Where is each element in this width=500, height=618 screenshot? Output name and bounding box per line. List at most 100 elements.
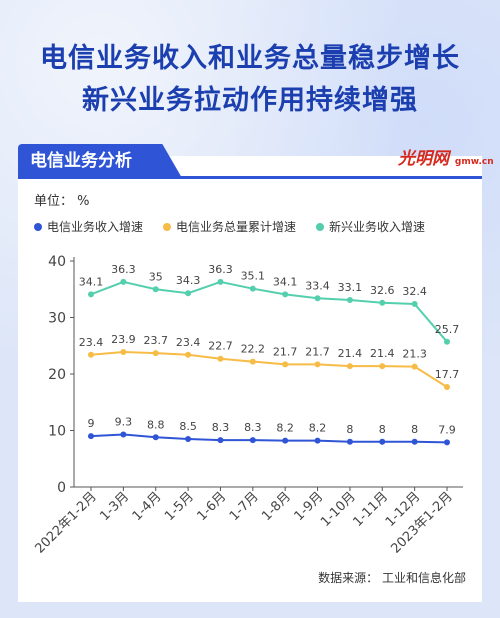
data-point-2 [282, 291, 289, 298]
data-label-2: 34.1 [79, 275, 104, 288]
data-point-1 [346, 363, 353, 370]
data-label-2: 35.1 [241, 270, 266, 283]
legend-dot-orange [163, 222, 172, 231]
x-tick-label: 1-6月 [194, 489, 229, 524]
data-label-1: 21.3 [402, 348, 427, 361]
x-tick-label: 1-8月 [259, 489, 294, 524]
data-label-0: 9.3 [115, 415, 133, 428]
data-point-1 [444, 383, 450, 390]
data-point-0 [249, 437, 256, 444]
data-label-1: 21.7 [305, 345, 330, 358]
data-point-1 [185, 351, 192, 358]
data-label-1: 22.7 [208, 340, 233, 353]
y-tick-label: 10 [48, 424, 66, 440]
y-tick-label: 20 [48, 367, 66, 383]
data-label-2: 36.3 [111, 263, 136, 276]
data-label-1: 23.9 [111, 333, 136, 346]
data-point-2 [411, 300, 418, 307]
data-point-2 [314, 295, 321, 302]
series-line-1 [90, 350, 448, 388]
data-point-0 [379, 438, 386, 445]
data-label-0: 8.2 [309, 422, 327, 435]
data-point-1 [249, 358, 256, 365]
data-point-1 [152, 350, 159, 357]
legend-item-revenue: 电信业务收入增速 [34, 218, 143, 235]
data-label-0: 8 [346, 423, 353, 436]
legend-label-revenue: 电信业务收入增速 [47, 220, 144, 234]
data-label-0: 8.3 [244, 421, 262, 434]
data-point-0 [314, 437, 321, 444]
legend-label-volume: 电信业务总量累计增速 [176, 220, 297, 234]
data-point-0 [120, 431, 127, 438]
data-label-1: 23.4 [176, 336, 201, 349]
legend-item-volume: 电信业务总量累计增速 [163, 218, 296, 235]
data-point-1 [411, 363, 418, 370]
data-label-2: 34.3 [176, 274, 201, 287]
data-label-2: 32.6 [370, 284, 395, 297]
section-title: 电信业务分析 [30, 151, 132, 171]
chart-card [18, 156, 482, 602]
data-label-0: 8.3 [212, 421, 230, 434]
data-label-2: 32.4 [402, 285, 427, 298]
data-label-0: 8 [411, 423, 418, 436]
data-label-0: 8.5 [179, 420, 197, 433]
data-point-0 [217, 437, 224, 444]
legend-dot-teal [316, 222, 325, 231]
data-point-0 [185, 435, 192, 442]
data-point-1 [88, 351, 94, 358]
data-label-0: 9 [88, 417, 95, 430]
x-tick-label: 1-11月 [350, 489, 391, 530]
data-label-1: 17.7 [435, 368, 460, 381]
gmw-logo: 光明网 gmw.cn [398, 148, 494, 173]
y-tick-label: 40 [48, 254, 66, 270]
data-label-1: 23.7 [143, 334, 168, 347]
data-point-0 [282, 437, 289, 444]
data-point-1 [379, 363, 386, 370]
data-label-2: 34.1 [273, 275, 298, 288]
logo-sub: gmw.cn [454, 157, 494, 167]
legend-dot-blue [34, 222, 42, 231]
x-tick-label: 1-4月 [130, 489, 165, 524]
y-tick-label: 0 [57, 480, 66, 496]
data-label-2: 36.3 [208, 263, 233, 276]
headline-line-2: 新兴业务拉动作用持续增强 [82, 85, 418, 116]
data-point-1 [217, 355, 224, 362]
data-point-0 [444, 439, 450, 446]
headline-line-1: 电信业务收入和业务总量稳步增长 [40, 43, 460, 74]
x-tick-label: 2022年1-2月 [32, 489, 99, 556]
data-label-2: 33.1 [338, 281, 363, 294]
x-tick-label: 1-5月 [162, 489, 197, 524]
y-tick-label: 30 [48, 311, 66, 327]
data-label-1: 22.2 [241, 343, 266, 356]
data-point-2 [88, 291, 94, 298]
data-point-0 [346, 438, 353, 445]
data-point-2 [152, 286, 159, 293]
x-tick-label: 1-7月 [227, 489, 262, 524]
legend-label-emerging: 新兴业务收入增速 [329, 220, 426, 234]
logo-text: 光明网 [398, 149, 449, 169]
legend-item-emerging: 新兴业务收入增速 [316, 218, 425, 235]
data-point-2 [346, 296, 353, 303]
data-point-2 [120, 278, 127, 285]
data-label-0: 8.2 [276, 422, 294, 435]
data-point-2 [217, 278, 224, 285]
data-label-2: 35 [149, 270, 163, 283]
data-label-0: 7.9 [438, 423, 456, 436]
legend: 电信业务收入增速 电信业务总量累计增速 新兴业务收入增速 [34, 218, 425, 235]
data-point-2 [444, 338, 450, 345]
data-label-1: 21.7 [273, 345, 298, 358]
data-label-1: 21.4 [338, 347, 363, 360]
data-point-0 [152, 434, 159, 441]
data-label-1: 21.4 [370, 347, 395, 360]
x-tick-label: 1-10月 [318, 489, 359, 530]
data-point-0 [88, 433, 94, 440]
data-label-2: 25.7 [435, 323, 460, 336]
data-point-1 [282, 361, 289, 368]
data-label-1: 23.4 [79, 336, 104, 349]
data-label-2: 33.4 [305, 279, 330, 292]
section-tab [18, 144, 182, 178]
data-source: 数据来源： 工业和信息化部 [318, 571, 466, 585]
unit-label: 单位： % [34, 194, 90, 209]
data-label-0: 8.8 [147, 418, 165, 431]
data-point-0 [411, 438, 418, 445]
